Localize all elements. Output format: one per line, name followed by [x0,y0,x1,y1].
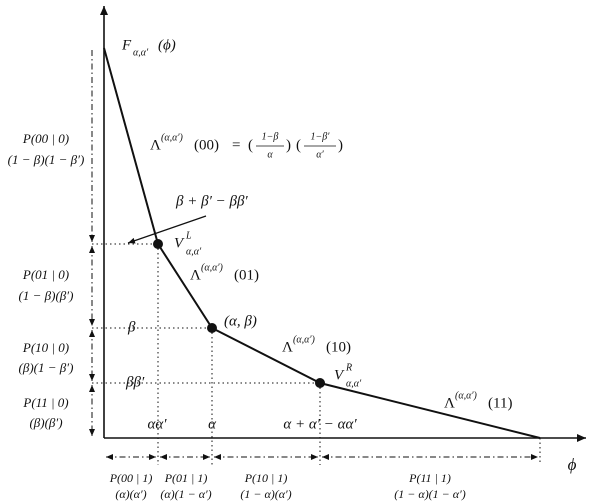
interval-expr: (α)(1 − α′) [160,487,211,501]
point-label: (α, β) [224,313,257,329]
segment-label: Λ [282,339,293,355]
segment-label: Λ [150,137,161,153]
fraction-den: α′ [316,149,324,160]
curve-label: F [121,37,132,53]
point-label-sub: α,α′ [186,246,202,257]
paren: ) [338,137,343,153]
paren: ( [248,137,253,153]
x-label: αα′ [147,416,167,432]
interval-expr: (β)(β′) [29,415,62,430]
fraction-num: 1−β [262,131,279,142]
segment-label-arg: (11) [488,395,512,411]
point-label-sub: α,α′ [346,378,362,389]
segment-label-sup: (α,α′) [161,132,184,143]
interval-prob: P(01 | 1) [164,471,208,485]
interval-prob: P(11 | 0) [22,395,68,410]
curve-label-arg: (ϕ) [158,37,176,53]
interval-expr: (β)(1 − β′) [19,360,74,375]
interval-expr: (1 − β)(1 − β′) [8,152,85,167]
dimension-lines [89,50,538,460]
fraction-den: α [267,149,273,160]
annotation-arrow [127,215,207,244]
paren: ) [286,137,291,153]
interval-prob: P(10 | 0) [22,340,69,355]
point-label: V [174,235,185,251]
segment-label-sup: (α,α′) [201,262,224,273]
x-axis-label: ϕ [568,455,577,474]
paren: ( [296,137,301,153]
curve-label-sub: α,α′ [133,47,149,58]
y-label: β [127,319,136,335]
point [315,378,325,388]
interval-expr: (1 − α)(α′) [240,487,291,501]
point [207,323,217,333]
interval-prob: P(10 | 1) [244,471,288,485]
interval-prob: P(00 | 0) [22,131,69,146]
segment-label-sup: (α,α′) [455,390,478,401]
formula-eq: = [232,137,240,153]
x-label: α + α′ − αα′ [283,416,357,432]
guides [92,243,541,465]
segment-label: Λ [190,267,201,283]
y-label: ββ′ [125,374,145,390]
point-label-sup: R [345,362,352,373]
interval-prob: P(01 | 0) [22,267,69,282]
interval-expr: (α)(α′) [115,487,146,501]
point [153,239,163,249]
segment-label-arg: (00) [194,137,219,153]
point-label-sup: L [185,230,192,241]
interval-prob: P(11 | 1) [408,471,451,485]
segment-label: Λ [444,395,455,411]
interval-prob: P(00 | 1) [109,471,153,485]
segment-label-arg: (10) [326,339,351,355]
fraction-num: 1−β′ [311,131,331,142]
point-label: V [334,367,345,383]
interval-expr: (1 − α)(1 − α′) [394,487,465,501]
interval-expr: (1 − β)(β′) [19,288,74,303]
annotation: β + β′ − ββ′ [175,193,248,209]
x-label: α [208,416,217,432]
axes [100,6,586,442]
segment-label-arg: (01) [234,267,259,283]
segment-label-sup: (α,α′) [293,334,316,345]
